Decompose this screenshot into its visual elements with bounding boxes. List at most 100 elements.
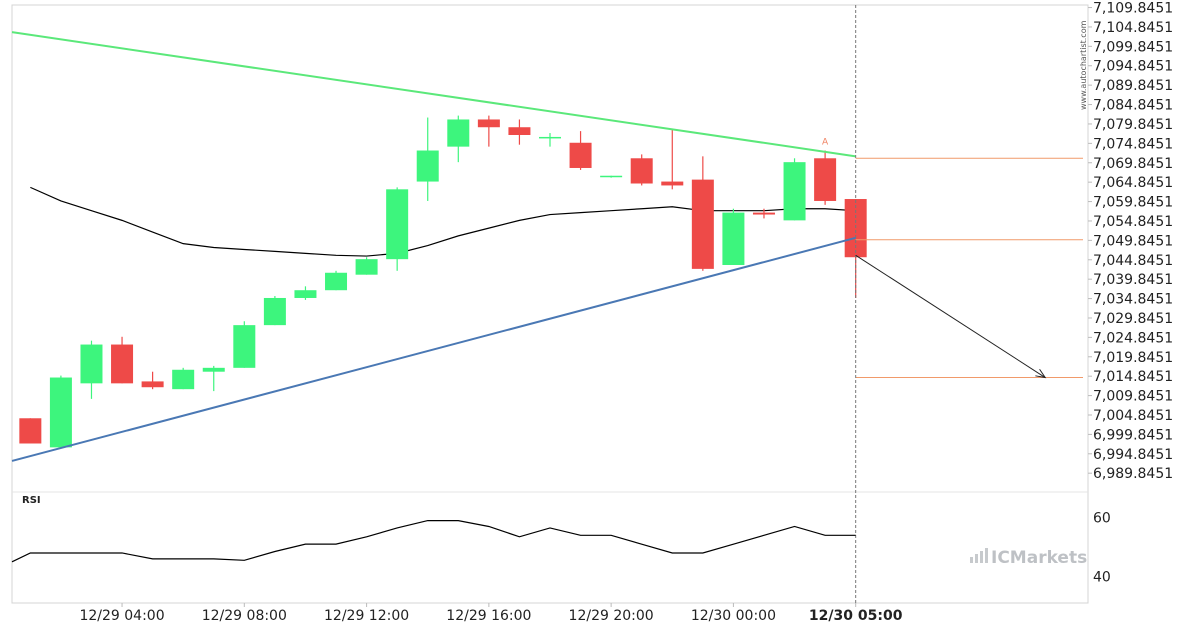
x-axis: 12/29 04:00 12/29 08:00 12/29 12:00 12/29 1… <box>79 603 903 624</box>
candle-body <box>508 127 531 135</box>
candle <box>844 199 867 298</box>
candle <box>783 158 806 221</box>
x-tick-label: 12/30 00:00 <box>691 608 776 624</box>
x-tick-label: 12/29 04:00 <box>79 608 164 624</box>
x-tick-label: 12/29 08:00 <box>202 608 287 624</box>
x-tick-label: 12/29 12:00 <box>324 608 409 624</box>
candle-body <box>325 272 348 291</box>
candle <box>539 133 561 147</box>
candle-body <box>814 158 837 201</box>
candle-body <box>202 367 225 372</box>
y-tick-label: 6,994.8451 <box>1093 447 1173 463</box>
candle <box>691 156 714 271</box>
candle <box>355 257 378 275</box>
y-tick-label: 7,074.8451 <box>1093 136 1173 152</box>
triangle-lower-line <box>11 236 856 462</box>
candle-body <box>447 119 470 147</box>
rsi-tick-label: 60 <box>1093 511 1111 527</box>
candle <box>722 208 745 265</box>
candle <box>80 340 103 399</box>
y-tick-label: 7,094.8451 <box>1093 59 1173 75</box>
candle <box>263 296 286 326</box>
y-tick-label: 6,989.8451 <box>1093 466 1173 482</box>
candle <box>600 175 623 178</box>
candle-body <box>539 136 561 139</box>
candles <box>19 115 867 448</box>
candle <box>172 367 195 390</box>
candle-body <box>233 325 256 368</box>
candle-body <box>752 212 775 215</box>
forecast-arrow <box>855 254 1047 379</box>
moving-average <box>30 186 856 257</box>
candle <box>386 187 409 271</box>
site-watermark: www.autochartist.com <box>1079 20 1088 110</box>
candle-body <box>600 175 623 178</box>
candle-body <box>722 212 745 265</box>
y-tick-label: 7,059.8451 <box>1093 195 1173 211</box>
candle <box>569 131 592 170</box>
candle-body <box>172 369 195 390</box>
y-tick-label: 7,024.8451 <box>1093 330 1173 346</box>
rsi-panel: RSI 60 40 <box>11 495 1111 586</box>
triangle-pattern: A <box>11 31 856 462</box>
x-tick-label: 12/29 16:00 <box>446 608 531 624</box>
candle <box>661 129 684 190</box>
candle <box>111 336 134 384</box>
candle-body <box>691 179 714 269</box>
price-levels <box>855 157 1083 379</box>
candle <box>814 150 837 205</box>
candle-body <box>111 344 134 384</box>
bars-icon <box>970 548 988 563</box>
candle-body <box>355 259 378 275</box>
rsi-label: RSI <box>22 495 41 506</box>
y-tick-label: 7,089.8451 <box>1093 78 1173 94</box>
candle-body <box>263 297 286 326</box>
pattern-marker-label: A <box>822 138 829 148</box>
candle-body <box>294 290 317 298</box>
candle-body <box>386 189 409 260</box>
y-tick-label: 7,019.8451 <box>1093 350 1173 366</box>
candle-body <box>141 381 164 388</box>
y-tick-label: 7,099.8451 <box>1093 39 1173 55</box>
candle-body <box>844 199 867 258</box>
triangle-upper-line <box>11 31 856 158</box>
y-tick-label: 7,004.8451 <box>1093 408 1173 424</box>
candle-body <box>416 150 439 182</box>
x-tick-label: 12/29 20:00 <box>569 608 654 624</box>
ma-line <box>30 186 856 257</box>
plot-frame <box>11 4 1089 604</box>
forecast-line <box>855 254 1046 378</box>
candle <box>477 115 500 147</box>
y-tick-label: 6,999.8451 <box>1093 427 1173 443</box>
y-tick-label: 7,079.8451 <box>1093 117 1173 133</box>
rsi-tick-label: 40 <box>1093 570 1111 586</box>
candle <box>752 208 775 219</box>
candle <box>447 115 470 163</box>
brand-watermark: ICMarkets <box>970 548 1087 568</box>
y-tick-label: 7,104.8451 <box>1093 20 1173 36</box>
y-tick-label: 7,069.8451 <box>1093 156 1173 172</box>
candle-body <box>630 158 653 184</box>
y-tick-label: 7,109.8451 <box>1093 1 1173 17</box>
candle <box>19 418 42 444</box>
candle-body <box>80 344 103 384</box>
candle <box>141 371 164 390</box>
y-tick-label: 7,009.8451 <box>1093 389 1173 405</box>
rsi-line <box>11 519 856 563</box>
y-tick-label: 7,034.8451 <box>1093 292 1173 308</box>
candle <box>508 119 531 145</box>
candle <box>202 365 225 392</box>
y-tick-label: 7,014.8451 <box>1093 369 1173 385</box>
candle <box>49 375 72 448</box>
candle <box>630 154 653 186</box>
candle <box>294 286 317 300</box>
candle-body <box>477 119 500 128</box>
y-tick-label: 7,064.8451 <box>1093 175 1173 191</box>
y-tick-label: 7,054.8451 <box>1093 214 1173 230</box>
candle-body <box>19 418 42 444</box>
forecast-arrowhead <box>1035 368 1047 379</box>
y-tick-label: 7,084.8451 <box>1093 98 1173 114</box>
brand-text: ICMarkets <box>991 548 1087 568</box>
